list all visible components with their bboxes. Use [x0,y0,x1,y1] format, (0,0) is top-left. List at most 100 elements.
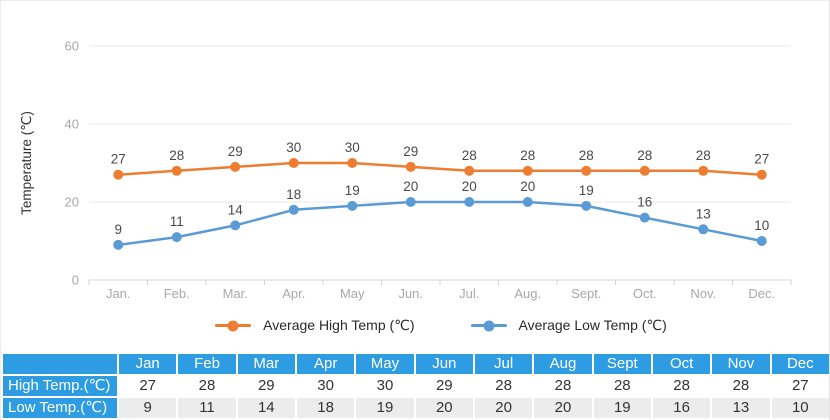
x-axis-month-label: Jul. [459,286,479,301]
high-temp-value-label: 28 [462,148,477,163]
x-axis-month-label: Jun. [398,286,423,301]
temperature-value-cell: 16 [652,398,711,418]
table-corner-cell [3,354,117,374]
x-axis-month-label: Oct. [633,286,657,301]
low-temp-line-marker-icon [470,320,507,331]
low-temp-value-label: 9 [114,222,122,237]
low-temp-point [639,212,650,223]
x-axis-month-label: Dec. [748,286,775,301]
temperature-value-cell: 11 [178,398,236,418]
high-temp-value-label: 27 [111,152,126,167]
low-temp-point [171,232,182,243]
temperature-value-cell: 30 [356,376,414,396]
month-header-cell: Oct [652,354,711,374]
low-temp-point [405,197,416,207]
high-temp-point [698,165,709,176]
month-header-cell: Apr [296,354,355,374]
month-header-cell: May [356,354,414,374]
low-temp-value-label: 10 [754,218,769,233]
temperature-value-cell: 27 [771,376,829,396]
high-temp-value-label: 27 [754,152,769,167]
month-header-cell: Mar [237,354,295,374]
month-header-cell: Jun [415,354,473,374]
high-temp-point [171,165,182,176]
high-temp-value-label: 28 [169,148,184,163]
month-header-cell: Feb [178,354,236,374]
temperature-value-cell: 20 [415,398,473,418]
temperature-value-cell: 27 [119,376,177,396]
line-chart-canvas: 0 20 40 60 Jan. Feb. Mar. Apr. May Jun. Jul. Aug. Se… [19,39,792,301]
temperature-value-cell: 28 [652,376,711,396]
low-temp-value-label: 14 [228,202,244,217]
table-row: Low Temp.(℃) 9 11 14 18 19 20 20 20 19 16 13 10 [3,398,829,418]
temperature-value-cell: 28 [178,376,236,396]
x-axis-month-label: Apr. [282,286,305,301]
month-header-cell: Dec [771,354,829,374]
temperature-value-cell: 29 [237,376,295,396]
low-temp-point [464,197,475,207]
high-temp-point [639,165,650,176]
table-row: High Temp.(℃) 27 28 29 30 30 29 28 28 28 28 28 27 [3,376,829,396]
x-axis-month-label: Nov. [690,286,716,301]
low-temp-point [756,236,767,246]
low-temp-value-label: 20 [520,179,535,194]
temperature-value-cell: 18 [296,398,355,418]
temperature-value-cell: 30 [296,376,355,396]
temperature-value-cell: 20 [534,398,592,418]
low-temp-point [347,200,358,211]
month-header-cell: Jul [474,354,533,374]
legend-item-high-temp: Average High Temp (℃) [215,317,415,334]
low-temp-point [113,239,124,250]
x-axis-month-label: Jan. [106,286,131,301]
low-temp-point [581,200,592,211]
high-temp-value-label: 28 [520,148,535,163]
high-temp-point [581,165,592,176]
high-temp-point [464,165,475,176]
low-temp-value-label: 16 [637,195,652,210]
low-temp-point [698,224,709,235]
legend-label-low-temp: Average Low Temp (℃) [518,317,667,333]
month-header-cell: Aug [534,354,592,374]
x-axis-month-label: Feb. [164,286,190,301]
high-temp-line-marker-icon [215,320,252,331]
temperature-value-cell: 28 [534,376,592,396]
temperature-value-cell: 9 [119,398,177,418]
high-temp-value-label: 29 [403,144,418,159]
temperature-table: Jan Feb Mar Apr May Jun Jul Aug Sept Oct Nov Dec Hig… [1,352,829,420]
temperature-value-cell: 19 [593,398,651,418]
row-label-cell: High Temp.(℃) [3,376,117,396]
temperature-value-cell: 13 [712,398,770,418]
low-temp-value-label: 20 [462,179,477,194]
month-header-cell: Jan [119,354,177,374]
y-axis-tick-label: 20 [65,195,79,210]
high-temp-point [756,169,767,180]
temperature-value-cell: 14 [237,398,295,418]
month-header-cell: Nov [712,354,770,374]
high-temp-point [230,161,241,172]
temperature-value-cell: 28 [712,376,770,396]
high-temp-value-label: 28 [579,148,594,163]
temperature-value-cell: 28 [593,376,651,396]
temperature-value-cell: 10 [771,398,829,418]
row-label-cell: Low Temp.(℃) [3,398,117,418]
y-axis-tick-label: 0 [72,273,79,288]
y-axis-tick-label: 60 [65,39,79,54]
high-temp-point [347,158,358,168]
temperature-value-cell: 20 [474,398,533,418]
y-axis-title: Temperature (℃) [19,111,34,215]
x-axis-month-label: May [340,286,365,301]
high-temp-value-label: 30 [286,140,301,155]
low-temp-point [288,204,299,215]
high-temp-value-label: 28 [696,148,711,163]
low-temp-value-label: 20 [403,179,418,194]
table-header-row: Jan Feb Mar Apr May Jun Jul Aug Sept Oct Nov Dec [3,354,829,374]
temperature-chart: 0 20 40 60 Jan. Feb. Mar. Apr. May Jun. Jul. Aug. Se… [1,1,829,352]
month-header-cell: Sept [593,354,651,374]
high-temp-point [288,158,299,168]
x-axis-month-label: Sept. [571,286,601,301]
high-temp-line [118,161,762,176]
legend-label-high-temp: Average High Temp (℃) [263,317,415,333]
high-temp-point [113,169,124,180]
low-temp-value-label: 11 [170,214,184,229]
